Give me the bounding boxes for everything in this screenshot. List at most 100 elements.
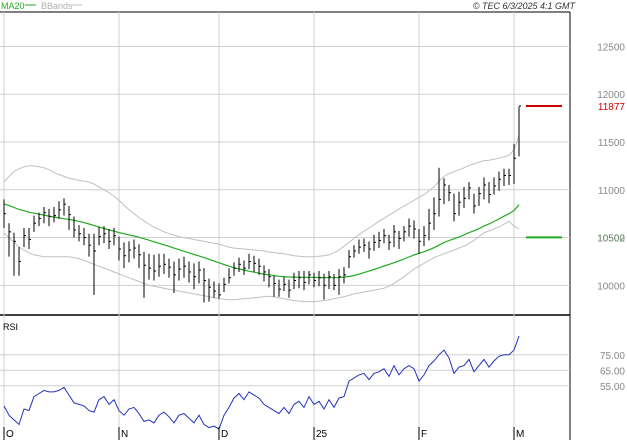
price-bar bbox=[128, 241, 131, 263]
price-bar bbox=[288, 279, 291, 298]
price-bar bbox=[273, 275, 276, 297]
price-bar bbox=[403, 226, 406, 242]
price-bar bbox=[243, 260, 246, 275]
price-bar bbox=[413, 220, 416, 239]
price-tick-label: 11500 bbox=[598, 138, 626, 149]
price-bar bbox=[238, 257, 241, 272]
price-bar bbox=[418, 228, 421, 254]
price-bar bbox=[58, 201, 61, 219]
price-bar bbox=[133, 239, 136, 259]
price-bar bbox=[428, 208, 431, 241]
price-bar bbox=[43, 206, 46, 224]
price-bar bbox=[338, 269, 341, 295]
price-bar bbox=[33, 215, 36, 232]
marker-label-last: 11877 bbox=[598, 102, 626, 113]
price-bar bbox=[373, 234, 376, 251]
price-bar bbox=[453, 193, 456, 222]
price-bar bbox=[53, 206, 56, 223]
price-bar bbox=[258, 258, 261, 275]
legend: MA20 BBands bbox=[1, 1, 82, 11]
price-bar bbox=[343, 267, 346, 284]
price-bar bbox=[298, 271, 301, 289]
price-bar bbox=[23, 228, 26, 248]
price-tick-label: 11000 bbox=[598, 186, 626, 197]
price-bar bbox=[143, 251, 146, 298]
price-bar bbox=[318, 271, 321, 287]
price-bar bbox=[293, 272, 296, 290]
price-bar bbox=[253, 255, 256, 272]
price-bar bbox=[8, 223, 11, 257]
legend-ma20: MA20 bbox=[1, 1, 25, 11]
rsi-line bbox=[3, 335, 520, 430]
rsi-tick-label: 75.00 bbox=[600, 351, 625, 362]
price-bar bbox=[168, 258, 171, 278]
price-bar bbox=[443, 178, 446, 205]
price-tick-label: 10500 bbox=[597, 234, 625, 245]
rsi-layer bbox=[3, 335, 520, 430]
price-bar bbox=[88, 233, 91, 257]
price-bar bbox=[153, 254, 156, 281]
rsi-tick-label: 55.00 bbox=[600, 382, 625, 393]
price-tick-label: 10000 bbox=[597, 281, 625, 292]
price-bar bbox=[268, 269, 271, 288]
price-bar bbox=[368, 241, 371, 259]
bbands-layer bbox=[3, 136, 520, 303]
price-bar bbox=[488, 182, 491, 204]
price-bar bbox=[198, 261, 201, 284]
price-bar bbox=[108, 228, 111, 250]
price-bar bbox=[63, 198, 66, 216]
x-tick-label: N bbox=[121, 429, 128, 440]
bbands-lower-line bbox=[3, 220, 520, 303]
price-bar bbox=[138, 244, 141, 269]
price-bar bbox=[468, 182, 471, 200]
price-bar bbox=[98, 227, 101, 246]
price-bar bbox=[113, 228, 116, 246]
price-bar bbox=[508, 168, 511, 185]
price-bar bbox=[283, 276, 286, 292]
price-bar bbox=[308, 271, 311, 285]
price-bar bbox=[348, 249, 351, 269]
price-tick-label: 12000 bbox=[597, 90, 625, 101]
x-tick-labels: O N D 25 F M bbox=[3, 427, 524, 440]
price-bar bbox=[358, 239, 361, 254]
price-bar bbox=[393, 225, 396, 248]
price-bar bbox=[93, 233, 96, 295]
price-bar bbox=[203, 268, 206, 303]
price-gridlines bbox=[0, 45, 570, 286]
price-bar bbox=[78, 225, 81, 242]
price-bar bbox=[478, 186, 481, 207]
marker-label-ma20: 10502 bbox=[597, 233, 625, 244]
price-bar bbox=[328, 271, 331, 290]
price-bars-layer bbox=[3, 105, 521, 303]
price-bar bbox=[38, 212, 41, 227]
price-bar bbox=[383, 228, 386, 244]
price-bar bbox=[513, 143, 516, 185]
price-bar bbox=[463, 186, 466, 208]
price-bar bbox=[493, 177, 496, 195]
price-bar bbox=[13, 232, 16, 276]
price-bar bbox=[408, 218, 411, 237]
x-tick-label: M bbox=[516, 429, 524, 440]
price-bar bbox=[228, 268, 231, 284]
bbands-upper-line bbox=[3, 136, 520, 258]
timestamp: © TEC 6/3/2025 4:1 GMT bbox=[473, 1, 577, 11]
price-bar bbox=[248, 253, 251, 270]
price-bar bbox=[448, 185, 451, 202]
ma20-line bbox=[3, 203, 520, 279]
price-bar bbox=[183, 256, 186, 278]
price-bar bbox=[163, 253, 166, 274]
price-bar bbox=[188, 261, 191, 283]
price-bar bbox=[158, 253, 161, 277]
price-bar bbox=[3, 199, 6, 228]
price-bar bbox=[458, 191, 461, 216]
x-tick-label: O bbox=[6, 429, 14, 440]
legend-bbands: BBands bbox=[41, 1, 73, 11]
price-bar bbox=[123, 242, 126, 269]
price-bar bbox=[433, 197, 436, 230]
price-bar bbox=[218, 283, 221, 299]
price-bar bbox=[388, 234, 391, 250]
price-bar bbox=[148, 253, 151, 280]
x-tick-label: D bbox=[221, 429, 228, 440]
price-bar bbox=[173, 261, 176, 293]
